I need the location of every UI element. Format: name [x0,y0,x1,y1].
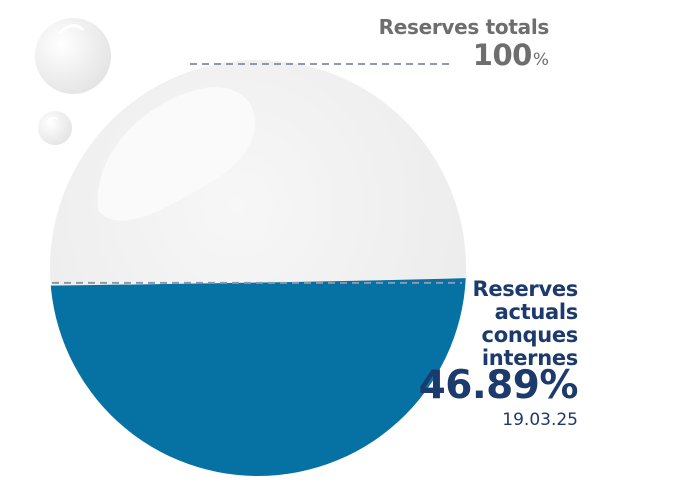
large-bubble [35,18,111,94]
current-reserves-label: Reserves actuals conques internes [472,278,578,370]
current-reserves-value: 46.89% [418,363,579,408]
current-label-line: conques [481,323,579,347]
total-reserves-label: Reserves totals [378,15,550,39]
current-reserves-date: 19.03.25 [502,410,578,430]
total-value-number: 100 [472,38,533,72]
small-bubble-highlight [47,117,58,122]
current-label-line: internes [481,346,578,370]
large-bubble-highlight [58,24,84,35]
total-value-unit: % [532,50,549,70]
current-label-line: Reserves [472,277,578,301]
reservoir-fill [50,277,466,476]
current-label-line: actuals [494,300,579,324]
small-bubble [38,111,72,145]
total-reserves-value: 100% [473,40,549,70]
reservoir-highlight [97,87,256,221]
